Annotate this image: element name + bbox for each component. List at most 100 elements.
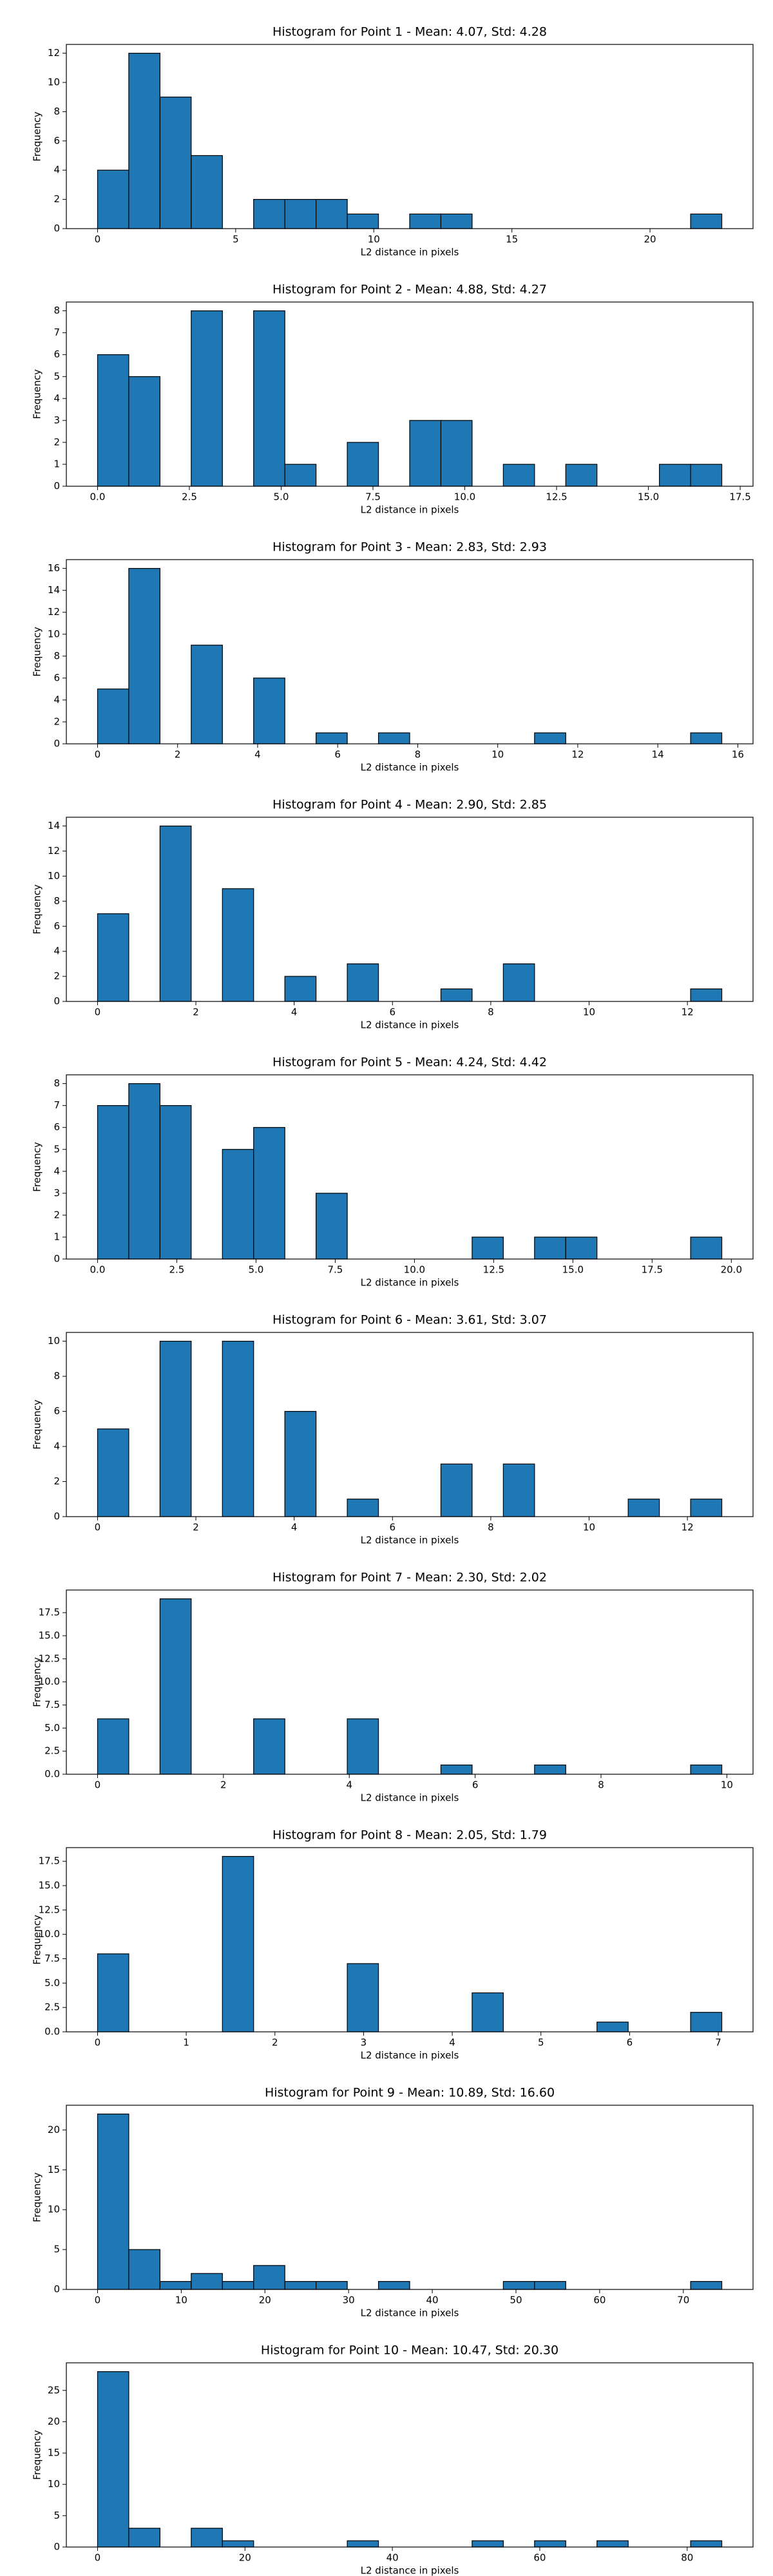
y-tick-label: 10: [48, 628, 60, 639]
y-axis-label: Frequency: [32, 2172, 43, 2222]
histogram-bar: [409, 420, 442, 487]
y-tick-label: 5.0: [44, 1722, 60, 1734]
histogram-bar: [284, 2281, 317, 2290]
histogram-bar: [97, 1105, 129, 1260]
x-tick-label: 5.0: [248, 1264, 263, 1276]
subplot: 0 2 4 6 8 10 12 0 2 4 6 8 10 Histogram for Point 6 - …: [32, 1313, 754, 1546]
histogram-bar: [440, 213, 473, 229]
y-tick-label: 2: [53, 715, 60, 727]
x-tick-label: 0: [95, 2037, 101, 2049]
x-tick-label: 80: [681, 2552, 693, 2564]
x-axis-label: L2 distance in pixels: [361, 2307, 459, 2319]
x-tick-label: 2: [193, 1007, 199, 1018]
y-tick-label: 15: [48, 2164, 60, 2175]
histogram-bar: [377, 732, 410, 744]
x-tick-label: 8: [415, 749, 421, 761]
x-tick-label: 2: [193, 1522, 199, 1533]
x-axis-label: L2 distance in pixels: [361, 762, 459, 773]
histogram-bar: [253, 677, 285, 744]
y-tick-label: 7: [53, 1099, 60, 1111]
histogram-bar: [377, 2281, 410, 2290]
x-tick-label: 8: [488, 1007, 494, 1018]
x-tick-label: 2: [175, 749, 181, 761]
x-tick-label: 0: [95, 1007, 101, 1018]
y-axis-label: Frequency: [32, 2430, 43, 2480]
histogram-bar: [534, 732, 566, 744]
y-tick-label: 20: [48, 2124, 60, 2136]
histogram-bar: [97, 2114, 129, 2290]
x-axis-label: L2 distance in pixels: [361, 1019, 459, 1031]
x-tick-label: 5: [233, 234, 239, 245]
y-tick-label: 8: [53, 1370, 60, 1382]
y-tick-label: 4: [53, 164, 60, 176]
histogram-bar: [627, 1499, 660, 1517]
y-tick-label: 4: [53, 1441, 60, 1452]
x-axis-label: L2 distance in pixels: [361, 2050, 459, 2061]
y-tick-label: 2: [53, 1209, 60, 1220]
x-tick-label: 4: [291, 1007, 298, 1018]
x-tick-label: 15.0: [562, 1264, 584, 1276]
x-tick-label: 10: [368, 234, 380, 245]
y-tick-label: 4: [53, 945, 60, 957]
y-tick-label: 6: [53, 1405, 60, 1417]
y-tick-label: 12.5: [39, 1653, 60, 1664]
x-tick-label: 10: [583, 1007, 595, 1018]
y-tick-label: 5: [53, 370, 60, 382]
y-tick-label: 20: [48, 2416, 60, 2427]
histogram-bar: [690, 988, 723, 1002]
y-tick-label: 0: [53, 480, 60, 492]
histogram-bar: [253, 310, 285, 487]
x-tick-label: 6: [334, 749, 341, 761]
histogram-bar: [253, 1718, 285, 1775]
histogram-bar: [502, 963, 535, 1002]
y-tick-label: 15.0: [39, 1880, 60, 1891]
x-tick-label: 17.5: [729, 491, 750, 503]
y-tick-label: 6: [53, 1121, 60, 1133]
histogram-bar: [222, 888, 254, 1002]
x-tick-label: 0: [95, 1522, 101, 1533]
x-tick-label: 10: [583, 1522, 595, 1533]
axes-frame: [66, 301, 754, 487]
histogram-bar: [191, 2273, 223, 2290]
y-tick-label: 17.5: [39, 1855, 60, 1867]
y-axis-label: Frequency: [32, 1142, 43, 1192]
x-tick-label: 15: [506, 234, 518, 245]
histogram-bar: [97, 2371, 129, 2548]
x-tick-label: 15.0: [638, 491, 659, 503]
chart-title: Histogram for Point 8 - Mean: 2.05, Std:…: [272, 1828, 547, 1842]
x-tick-label: 16: [732, 749, 744, 761]
axes-frame: [66, 44, 754, 229]
histogram-bar: [97, 1428, 129, 1517]
x-tick-label: 2: [272, 2037, 278, 2049]
x-tick-label: 6: [390, 1007, 396, 1018]
histogram-bar: [128, 568, 160, 744]
subplot: 0 2 4 6 8 10 12 14 16 0 2 4 6 8 10 12 14 16 Histogram for …: [32, 540, 754, 773]
histogram-bar: [690, 1499, 723, 1517]
x-tick-label: 10: [721, 1779, 733, 1791]
axes-frame: [66, 1332, 754, 1517]
x-tick-label: 20: [239, 2552, 251, 2564]
histogram-bar: [191, 310, 223, 487]
histogram-bar: [222, 1149, 254, 1260]
subplot: 0 10 20 30 40 50 60 70 0 5 10 15 20 Histogram for Poi…: [32, 2086, 754, 2319]
x-axis-label: L2 distance in pixels: [361, 1535, 459, 1546]
y-tick-label: 0: [53, 996, 60, 1007]
y-tick-label: 10: [48, 870, 60, 882]
x-tick-label: 3: [361, 2037, 367, 2049]
x-tick-label: 10.0: [404, 1264, 425, 1276]
histogram-bar: [128, 2528, 160, 2548]
histogram-bar: [97, 169, 129, 229]
histogram-bar: [97, 913, 129, 1002]
y-tick-label: 10: [48, 77, 60, 88]
histogram-bar: [596, 2540, 629, 2548]
y-axis-label: Frequency: [32, 1657, 43, 1707]
y-axis-label: Frequency: [32, 369, 43, 419]
histogram-bar: [284, 1410, 317, 1517]
histogram-bar: [534, 1236, 566, 1260]
y-tick-label: 10: [48, 2204, 60, 2215]
y-tick-label: 14: [48, 820, 60, 831]
x-tick-label: 12.5: [483, 1264, 504, 1276]
subplot: 0 5 10 15 20 0 2 4 6 8 10 12 Histogram for Point 1 -…: [32, 25, 754, 258]
histogram-bar: [690, 2012, 723, 2032]
